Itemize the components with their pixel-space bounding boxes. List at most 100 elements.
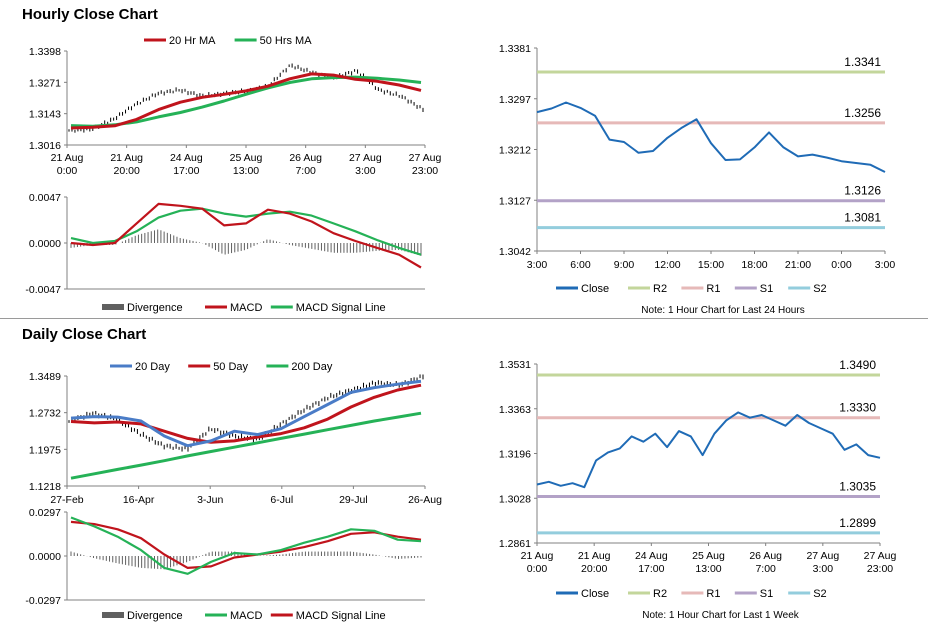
hourly-price-xtick-label: 27 Aug [409,152,442,164]
hourly-levels-legend-label: R2 [653,283,667,295]
daily-levels-xtick-label: 24 Aug [635,550,668,562]
daily-price-xtick-label: 27-Feb [50,494,83,506]
hourly-levels-xtick-label: 3:00 [527,259,548,271]
hourly-price-xtick-label: 21 Aug [110,152,143,164]
hourly-levels-ytick-label: 1.3212 [499,145,531,157]
hourly-levels-level-s1-label: 1.3126 [844,184,881,198]
daily-levels-level-s2-label: 1.2899 [839,516,876,530]
daily-price-xtick-label: 16-Apr [123,494,155,506]
daily-macd-signal-line [70,520,422,570]
hourly-price-xtick-label: 13:00 [233,165,259,177]
hourly-levels-ytick-label: 1.3042 [499,246,531,258]
daily-macd-ytick-label: -0.0297 [25,595,61,607]
hourly-levels-xtick-label: 6:00 [570,259,591,271]
daily-levels-xtick-label: 17:00 [638,563,664,575]
hourly-price-ytick-label: 1.3271 [29,77,61,89]
hourly-price-ytick-label: 1.3143 [29,109,61,121]
daily-price-xtick-label: 29-Jul [339,494,368,506]
hourly-levels-xtick-label: 18:00 [741,259,767,271]
hourly-price-xtick-label: 3:00 [355,165,376,177]
hourly-macd-macd-line [70,202,422,269]
hourly-price-ma20-line [70,72,422,130]
hourly-price-ytick-label: 1.3016 [29,140,61,152]
daily-macd-macd-line [70,516,422,575]
hourly-levels-xtick-label: 12:00 [654,259,680,271]
daily-levels-xtick-label: 13:00 [695,563,721,575]
daily-levels-ytick-label: 1.3363 [499,404,531,416]
daily-levels-xtick-label: 20:00 [581,563,607,575]
daily-levels-legend-label: Close [581,588,609,600]
daily-levels-xtick-label: 27 Aug [864,550,897,562]
hourly-levels-legend-label: S2 [813,283,826,295]
daily-levels-ytick-label: 1.3531 [499,359,531,371]
hourly-macd-ytick-label: 0.0047 [29,192,61,204]
daily-levels-level-s1-label: 1.3035 [839,480,876,494]
section-divider [0,318,928,319]
daily-levels-close-line [536,411,881,489]
daily-macd-ytick-label: 0.0297 [29,507,61,519]
hourly-levels-xtick-label: 9:00 [614,259,635,271]
daily-levels-xtick-label: 0:00 [527,563,548,575]
hourly-levels-xtick-label: 15:00 [698,259,724,271]
hourly-macd-legend-swatch [102,304,124,310]
hourly-price-legend-label: 20 Hr MA [169,35,216,47]
daily-macd-legend-label: MACD [230,610,262,622]
hourly-price-legend-label: 50 Hrs MA [260,35,313,47]
daily-price-ma200-line [70,411,422,480]
daily-levels-legend-label: S2 [813,588,826,600]
daily-price-ytick-label: 1.1975 [29,444,61,456]
daily-section-title: Daily Close Chart [22,326,147,343]
hourly-price-xtick-label: 0:00 [57,165,78,177]
hourly-macd-legend-label: Divergence [127,302,183,314]
daily-levels-level-r1-label: 1.3330 [839,401,876,415]
hourly-price-xtick-label: 21 Aug [51,152,84,164]
daily-levels-ytick-label: 1.2861 [499,538,531,550]
daily-levels-xtick-label: 21 Aug [521,550,554,562]
daily-levels-xtick-label: 25 Aug [692,550,725,562]
hourly-levels-xtick-label: 0:00 [831,259,852,271]
daily-levels-xtick-label: 27 Aug [806,550,839,562]
daily-price-xtick-label: 6-Jul [270,494,293,506]
daily-levels-legend-label: R1 [706,588,720,600]
hourly-macd-ytick-label: -0.0047 [25,284,61,296]
hourly-levels-ytick-label: 1.3381 [499,43,531,55]
daily-price-xtick-label: 26-Aug [408,494,442,506]
hourly-price-ytick-label: 1.3398 [29,46,61,58]
daily-levels-xtick-label: 21 Aug [578,550,611,562]
hourly-price-ma50-line [70,75,422,128]
hourly-levels-legend-label: R1 [706,283,720,295]
hourly-price-xtick-label: 25 Aug [230,152,263,164]
hourly-levels-xtick-label: 21:00 [785,259,811,271]
hourly-levels-xtick-label: 3:00 [875,259,896,271]
hourly-price-xtick-label: 20:00 [114,165,140,177]
hourly-price-xtick-label: 7:00 [295,165,316,177]
daily-levels-ytick-label: 1.3028 [499,493,531,505]
daily-price-ytick-label: 1.1218 [29,481,61,493]
daily-levels-xtick-label: 23:00 [867,563,893,575]
hourly-levels-close-line [536,101,886,173]
daily-price-legend-label: 200 Day [291,361,332,373]
daily-levels-legend-label: R2 [653,588,667,600]
daily-levels-xtick-label: 26 Aug [749,550,782,562]
daily-levels-legend-label: S1 [760,588,773,600]
daily-levels-xtick-label: 7:00 [755,563,776,575]
hourly-levels-note: Note: 1 Hour Chart for Last 24 Hours [641,305,804,316]
hourly-price-xtick-label: 26 Aug [289,152,322,164]
hourly-levels-level-r1-label: 1.3256 [844,106,881,120]
daily-levels-note: Note: 1 Hour Chart for Last 1 Week [642,610,800,621]
daily-macd-legend-swatch [102,612,124,618]
hourly-price-xtick-label: 23:00 [412,165,438,177]
hourly-price-xtick-label: 17:00 [173,165,199,177]
daily-price-legend-label: 20 Day [135,361,170,373]
hourly-levels-ytick-label: 1.3127 [499,195,531,207]
hourly-levels-ytick-label: 1.3297 [499,94,531,106]
hourly-macd-legend-label: MACD [230,302,262,314]
daily-price-ytick-label: 1.2732 [29,408,61,420]
daily-price-ma50-line [70,383,422,444]
hourly-levels-level-r2-label: 1.3341 [844,55,881,69]
hourly-price-xtick-label: 27 Aug [349,152,382,164]
hourly-section-title: Hourly Close Chart [22,6,158,23]
hourly-levels-legend-label: Close [581,283,609,295]
daily-price-xtick-label: 3-Jun [197,494,223,506]
